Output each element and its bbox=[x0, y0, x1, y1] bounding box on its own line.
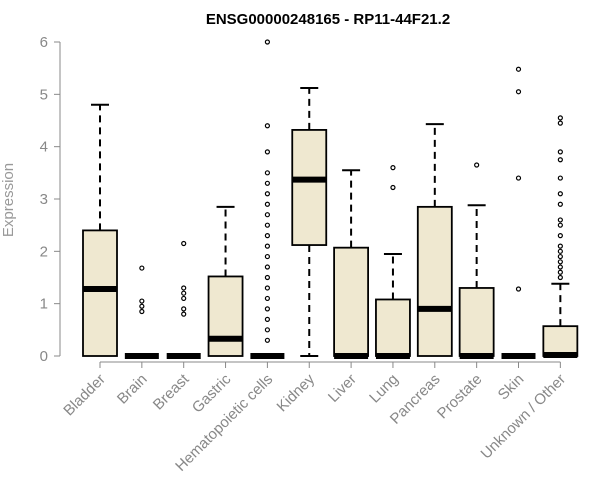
outlier-point bbox=[557, 217, 563, 223]
plot-area bbox=[82, 39, 579, 359]
outlier-point bbox=[557, 233, 563, 239]
outlier-point bbox=[264, 327, 270, 333]
outlier-point bbox=[557, 243, 563, 249]
box-group bbox=[416, 123, 453, 357]
outlier-point bbox=[557, 115, 563, 121]
outlier-point bbox=[557, 157, 563, 163]
box bbox=[416, 205, 453, 357]
outlier-point bbox=[139, 265, 145, 271]
outlier-point bbox=[264, 39, 270, 45]
outlier-point bbox=[264, 253, 270, 260]
x-tick-label: Prostate bbox=[434, 371, 486, 423]
outlier-point bbox=[264, 274, 270, 281]
box bbox=[375, 298, 411, 357]
box-group bbox=[291, 87, 328, 357]
box-group bbox=[250, 39, 285, 359]
outlier-point bbox=[139, 308, 145, 315]
outlier-point bbox=[390, 184, 396, 191]
outlier-point bbox=[264, 149, 270, 155]
y-tick-label: 3 bbox=[40, 191, 48, 208]
outlier-point bbox=[264, 306, 270, 312]
x-tick-label: Bladder bbox=[60, 371, 109, 420]
outlier-point bbox=[264, 285, 270, 291]
box-group bbox=[166, 240, 201, 359]
outlier-point bbox=[139, 303, 145, 309]
box-group bbox=[375, 165, 411, 359]
y-axis: 0 1 2 3 4 5 6 bbox=[40, 34, 61, 365]
outlier-point bbox=[557, 201, 563, 207]
outlier-point bbox=[557, 248, 563, 254]
outlier-point bbox=[557, 175, 563, 181]
x-tick-label: Skin bbox=[495, 371, 528, 404]
box bbox=[207, 275, 244, 357]
outlier-point bbox=[264, 191, 270, 197]
outlier-point bbox=[181, 306, 187, 312]
y-tick-label: 5 bbox=[40, 86, 48, 103]
outlier-point bbox=[264, 123, 270, 129]
box-group bbox=[333, 169, 370, 359]
outlier-point bbox=[139, 298, 145, 304]
outlier-point bbox=[557, 259, 563, 265]
outlier-point bbox=[515, 175, 522, 181]
outlier-point bbox=[181, 285, 187, 291]
outlier-point bbox=[557, 222, 563, 228]
box-group bbox=[82, 103, 118, 357]
y-axis-label: Expression bbox=[0, 163, 17, 237]
outlier-point bbox=[515, 89, 522, 95]
box-group bbox=[207, 205, 244, 357]
y-tick-label: 1 bbox=[40, 296, 48, 313]
outlier-point bbox=[557, 264, 563, 270]
outlier-point bbox=[557, 253, 563, 260]
outlier-point bbox=[264, 212, 270, 218]
outlier-point bbox=[515, 66, 522, 72]
y-tick-label: 6 bbox=[40, 34, 48, 51]
box-group bbox=[124, 265, 159, 359]
box bbox=[542, 325, 579, 357]
x-tick-label: Brain bbox=[114, 371, 151, 408]
outlier-point bbox=[181, 290, 187, 296]
outlier-point bbox=[557, 274, 563, 281]
x-tick-label: Breast bbox=[150, 370, 193, 413]
outlier-point bbox=[264, 180, 270, 186]
outlier-point bbox=[557, 191, 563, 197]
outlier-point bbox=[181, 295, 187, 302]
x-tick-label: Lung bbox=[366, 371, 402, 407]
box bbox=[333, 246, 370, 357]
outlier-point bbox=[390, 165, 396, 171]
outlier-point bbox=[557, 149, 563, 155]
box-group bbox=[542, 115, 579, 358]
box bbox=[291, 129, 328, 246]
box-group bbox=[458, 162, 495, 359]
y-tick-label: 4 bbox=[40, 139, 48, 156]
outlier-point bbox=[515, 286, 522, 292]
outlier-point bbox=[557, 269, 563, 275]
y-tick-label: 0 bbox=[40, 348, 48, 365]
outlier-point bbox=[264, 222, 270, 228]
outlier-point bbox=[264, 295, 270, 302]
outlier-point bbox=[264, 316, 270, 322]
outlier-point bbox=[264, 233, 270, 239]
outlier-point bbox=[557, 120, 563, 126]
outlier-point bbox=[264, 170, 270, 176]
outlier-point bbox=[181, 311, 187, 317]
outlier-point bbox=[264, 243, 270, 249]
outlier-point bbox=[264, 201, 270, 207]
outlier-point bbox=[264, 337, 270, 343]
outlier-point bbox=[264, 264, 270, 270]
x-tick-label: Kidney bbox=[274, 370, 319, 415]
outlier-point bbox=[474, 162, 480, 168]
outlier-point bbox=[181, 240, 187, 247]
box-group bbox=[501, 66, 536, 359]
y-tick-label: 2 bbox=[40, 243, 48, 260]
box bbox=[82, 229, 118, 357]
x-tick-label: Liver bbox=[325, 371, 360, 406]
chart-title: ENSG00000248165 - RP11-44F21.2 bbox=[206, 11, 450, 28]
box bbox=[458, 287, 495, 357]
